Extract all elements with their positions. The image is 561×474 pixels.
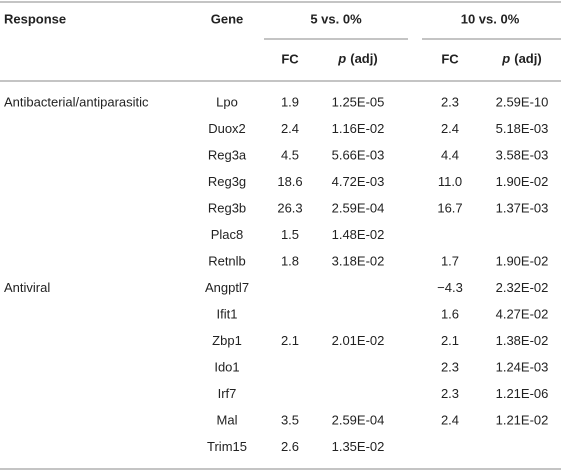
table-cell: Trim15	[207, 439, 247, 454]
table-cell: 2.3	[441, 386, 459, 401]
table-cell: 1.8	[281, 253, 299, 268]
table-cell: 2.59E-10	[496, 94, 549, 109]
table-cell: Reg3a	[208, 147, 247, 162]
table-cell: 1.37E-03	[496, 200, 549, 215]
table-cell: Irf7	[218, 386, 237, 401]
table-cell: 2.4	[441, 412, 459, 427]
adj-label: (adj)	[514, 51, 541, 66]
header-cell: Response	[4, 11, 66, 26]
table-cell: Plac8	[211, 227, 244, 242]
header-cell: 10 vs. 0%	[461, 11, 520, 26]
table-cell: 2.59E-04	[332, 200, 385, 215]
table-cell: 2.4	[441, 121, 459, 136]
table-cell: 3.58E-03	[496, 147, 549, 162]
table-cell: Antibacterial/antiparasitic	[4, 94, 149, 109]
adj-label: (adj)	[350, 51, 377, 66]
table-cell: 2.01E-02	[332, 333, 385, 348]
table-cell: 1.38E-02	[496, 333, 549, 348]
p-symbol: p	[501, 51, 510, 66]
table-cell: 1.21E-06	[496, 386, 549, 401]
table-cell: Ido1	[214, 359, 239, 374]
table-cell: 5.66E-03	[332, 147, 385, 162]
table-cell: Mal	[217, 412, 238, 427]
table-cell: Reg3b	[208, 200, 246, 215]
table-cell: 1.35E-02	[332, 439, 385, 454]
p-symbol: p	[337, 51, 346, 66]
table-cell: 2.3	[441, 94, 459, 109]
table-cell: 2.6	[281, 439, 299, 454]
header-cell: FC	[441, 51, 459, 66]
table-cell: 1.90E-02	[496, 174, 549, 189]
table-cell: 26.3	[277, 200, 302, 215]
table-cell: 1.5	[281, 227, 299, 242]
header-cell: p (adj)	[501, 51, 541, 66]
table-cell: 4.4	[441, 147, 459, 162]
table-cell: 1.21E-02	[496, 412, 549, 427]
table-cell: 11.0	[438, 174, 462, 189]
header-cell: p (adj)	[337, 51, 377, 66]
table-cell: 1.9	[281, 94, 299, 109]
table-cell: Retnlb	[208, 253, 246, 268]
table-cell: 16.7	[437, 200, 462, 215]
table-cell: 1.6	[441, 306, 459, 321]
table-cell: 3.18E-02	[332, 253, 385, 268]
table-cell: Ifit1	[217, 306, 238, 321]
table-cell: Zbp1	[212, 333, 242, 348]
table-cell: 2.59E-04	[332, 412, 385, 427]
table-cell: 2.1	[281, 333, 299, 348]
table-cell: 2.3	[441, 359, 459, 374]
table-cell: 4.72E-03	[332, 174, 385, 189]
table-cell: 1.90E-02	[496, 253, 549, 268]
table-cell: 1.48E-02	[332, 227, 385, 242]
table-cell: Angptl7	[205, 280, 249, 295]
table-cell: 4.27E-02	[496, 306, 549, 321]
table-cell: Antiviral	[4, 280, 50, 295]
table-cell: 4.5	[281, 147, 299, 162]
table-cell: 2.32E-02	[496, 280, 549, 295]
table-cell: 2.4	[281, 121, 299, 136]
header-cell: FC	[281, 51, 299, 66]
table-cell: Duox2	[208, 121, 246, 136]
table-cell: 1.24E-03	[496, 359, 549, 374]
table-cell: 5.18E-03	[496, 121, 549, 136]
header-cell: Gene	[211, 11, 244, 26]
table-cell: 1.25E-05	[332, 94, 385, 109]
table-cell: 1.16E-02	[332, 121, 385, 136]
table-cell: 1.7	[441, 253, 459, 268]
table-cell: 18.6	[277, 174, 302, 189]
table-cell: −4.3	[437, 280, 463, 295]
table-cell: Lpo	[216, 94, 238, 109]
header-cell: 5 vs. 0%	[310, 11, 362, 26]
table-cell: Reg3g	[208, 174, 246, 189]
table-cell: 2.1	[441, 333, 459, 348]
table-cell: 3.5	[281, 412, 299, 427]
